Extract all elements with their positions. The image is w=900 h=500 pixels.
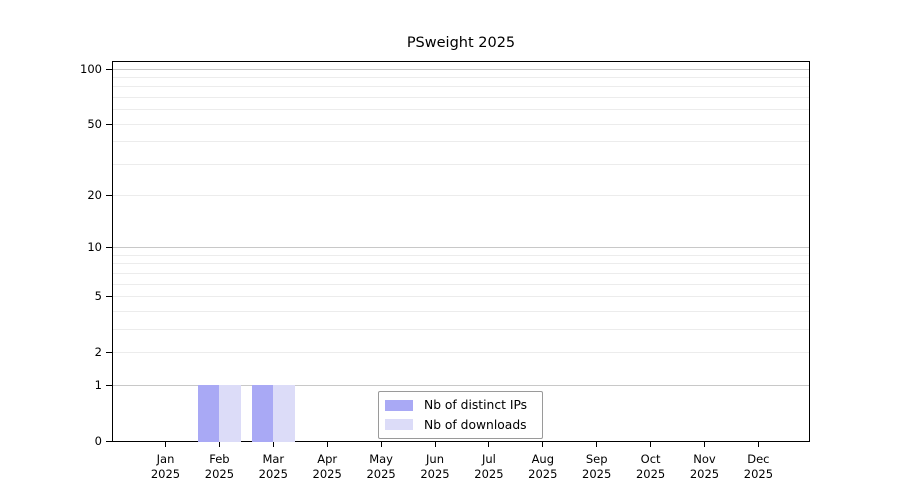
gridline-minor-90 [113,77,809,79]
x-tick-feb [218,442,220,447]
y-tick-20 [106,195,112,197]
y-tick-label-0: 0 [94,433,102,448]
x-tick-label-jun-2025: Jun 2025 [407,452,463,481]
y-tick-label-5: 5 [94,289,102,304]
x-tick-label-oct-2025: Oct 2025 [623,452,679,481]
y-tick-label-20: 20 [87,188,102,203]
y-tick-100 [106,68,112,70]
gridline-minor-30 [113,163,809,165]
x-tick-year: 2025 [258,466,288,481]
x-tick-sep [596,442,598,447]
x-tick-month: Apr [317,452,338,466]
gridline-minor-2 [113,351,809,353]
x-tick-month: Dec [747,452,770,466]
x-tick-year: 2025 [150,466,181,481]
y-tick-10 [106,247,112,249]
gridline-minor-9 [113,255,809,256]
legend-label-distinct-ips: Nb of distinct IPs [424,398,528,413]
x-tick-month: Jan [156,452,175,466]
y-tick-label-1: 1 [94,377,102,392]
x-tick-year: 2025 [204,466,235,481]
x-tick-nov [704,442,705,447]
x-tick-month: Mar [262,452,285,466]
y-tick-5 [106,296,112,298]
x-tick-oct [650,442,652,447]
x-tick-year: 2025 [366,466,396,481]
x-tick-month: Jul [481,452,496,466]
x-tick-month: Aug [531,452,555,466]
y-tick-label-100: 100 [80,61,102,76]
gridline-major-1 [113,384,809,386]
legend: Nb of distinct IPs Nb of downloads [378,391,543,439]
bar-nb-of-downloads-feb-2025 [219,385,241,442]
gridline-minor-6 [113,283,809,285]
x-tick-mar [272,442,274,447]
gridline-minor-5 [113,296,809,298]
x-tick-label-nov-2025: Nov 2025 [677,452,733,481]
x-tick-may [380,442,382,447]
x-tick-label-aug-2025: Aug 2025 [515,452,571,481]
legend-item-downloads: Nb of downloads [385,415,536,434]
y-tick-50 [106,123,112,125]
x-tick-label-feb-2025: Feb 2025 [191,452,247,481]
x-tick-label-mar-2025: Mar 2025 [245,452,301,481]
gridline-minor-20 [113,195,809,197]
gridline-minor-50 [113,123,809,125]
x-tick-year: 2025 [312,466,342,481]
y-tick-0 [106,440,112,442]
x-tick-month: Jun [426,452,444,466]
y-tick-1 [106,384,112,386]
bar-nb-of-downloads-mar-2025 [273,385,295,442]
x-tick-label-dec-2025: Dec 2025 [730,452,786,481]
gridline-minor-80 [113,86,809,88]
plot-area [112,61,810,442]
x-tick-label-jan-2025: Jan 2025 [138,452,194,481]
gridline-minor-70 [113,97,809,99]
x-tick-year: 2025 [528,466,558,481]
x-tick-aug [542,442,544,447]
x-tick-month: Sep [585,452,608,466]
x-tick-year: 2025 [474,466,504,481]
x-tick-year: 2025 [420,466,450,481]
x-tick-month: Oct [640,452,661,466]
legend-label-downloads: Nb of downloads [424,417,527,432]
gridline-major-10 [113,247,809,249]
x-tick-year: 2025 [743,466,774,481]
gridline-major-100 [113,68,809,70]
x-tick-dec [757,442,759,447]
legend-swatch-distinct-ips [385,399,413,411]
x-tick-jun [434,442,436,447]
gridline-minor-40 [113,141,809,143]
x-tick-year: 2025 [635,466,666,481]
y-tick-label-10: 10 [87,240,102,255]
legend-item-distinct-ips: Nb of distinct IPs [385,396,536,415]
legend-swatch-downloads [385,419,413,431]
gridline-minor-4 [113,310,809,312]
gridline-minor-7 [113,272,809,274]
bar-nb-of-distinct-ips-feb-2025 [197,385,220,442]
x-tick-month: Feb [209,452,230,466]
x-tick-label-jul-2025: Jul 2025 [461,452,517,481]
x-tick-label-sep-2025: Sep 2025 [569,452,625,481]
chart-title: PSweight 2025 [406,35,516,51]
x-tick-label-may-2025: May 2025 [353,452,409,481]
x-tick-month: Nov [693,452,716,466]
x-tick-year: 2025 [689,466,720,481]
x-tick-jan [165,442,166,447]
gridline-minor-60 [113,109,809,111]
x-tick-label-apr-2025: Apr 2025 [299,452,355,481]
y-tick-label-2: 2 [94,344,102,359]
y-tick-label-50: 50 [87,116,102,131]
x-tick-jul [488,442,490,447]
gridline-minor-8 [113,263,809,265]
bar-nb-of-distinct-ips-mar-2025 [251,385,274,442]
x-tick-year: 2025 [582,466,612,481]
x-tick-month: May [369,452,393,466]
x-tick-apr [326,442,328,447]
gridline-minor-3 [113,328,809,330]
y-tick-2 [106,351,112,353]
